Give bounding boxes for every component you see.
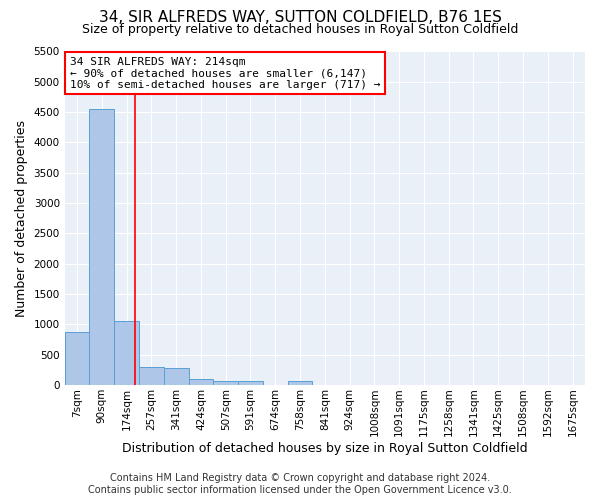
Text: Contains HM Land Registry data © Crown copyright and database right 2024.
Contai: Contains HM Land Registry data © Crown c… bbox=[88, 474, 512, 495]
Text: Size of property relative to detached houses in Royal Sutton Coldfield: Size of property relative to detached ho… bbox=[82, 22, 518, 36]
Bar bbox=[214, 380, 238, 385]
Bar bbox=[164, 368, 188, 385]
Y-axis label: Number of detached properties: Number of detached properties bbox=[15, 120, 28, 316]
Bar bbox=[65, 332, 89, 385]
Bar bbox=[238, 380, 263, 385]
Bar bbox=[89, 109, 114, 385]
Bar bbox=[287, 380, 313, 385]
Bar bbox=[114, 322, 139, 385]
Bar bbox=[139, 368, 164, 385]
Text: 34 SIR ALFREDS WAY: 214sqm
← 90% of detached houses are smaller (6,147)
10% of s: 34 SIR ALFREDS WAY: 214sqm ← 90% of deta… bbox=[70, 56, 380, 90]
Bar bbox=[188, 380, 214, 385]
X-axis label: Distribution of detached houses by size in Royal Sutton Coldfield: Distribution of detached houses by size … bbox=[122, 442, 527, 455]
Text: 34, SIR ALFREDS WAY, SUTTON COLDFIELD, B76 1ES: 34, SIR ALFREDS WAY, SUTTON COLDFIELD, B… bbox=[98, 10, 502, 25]
